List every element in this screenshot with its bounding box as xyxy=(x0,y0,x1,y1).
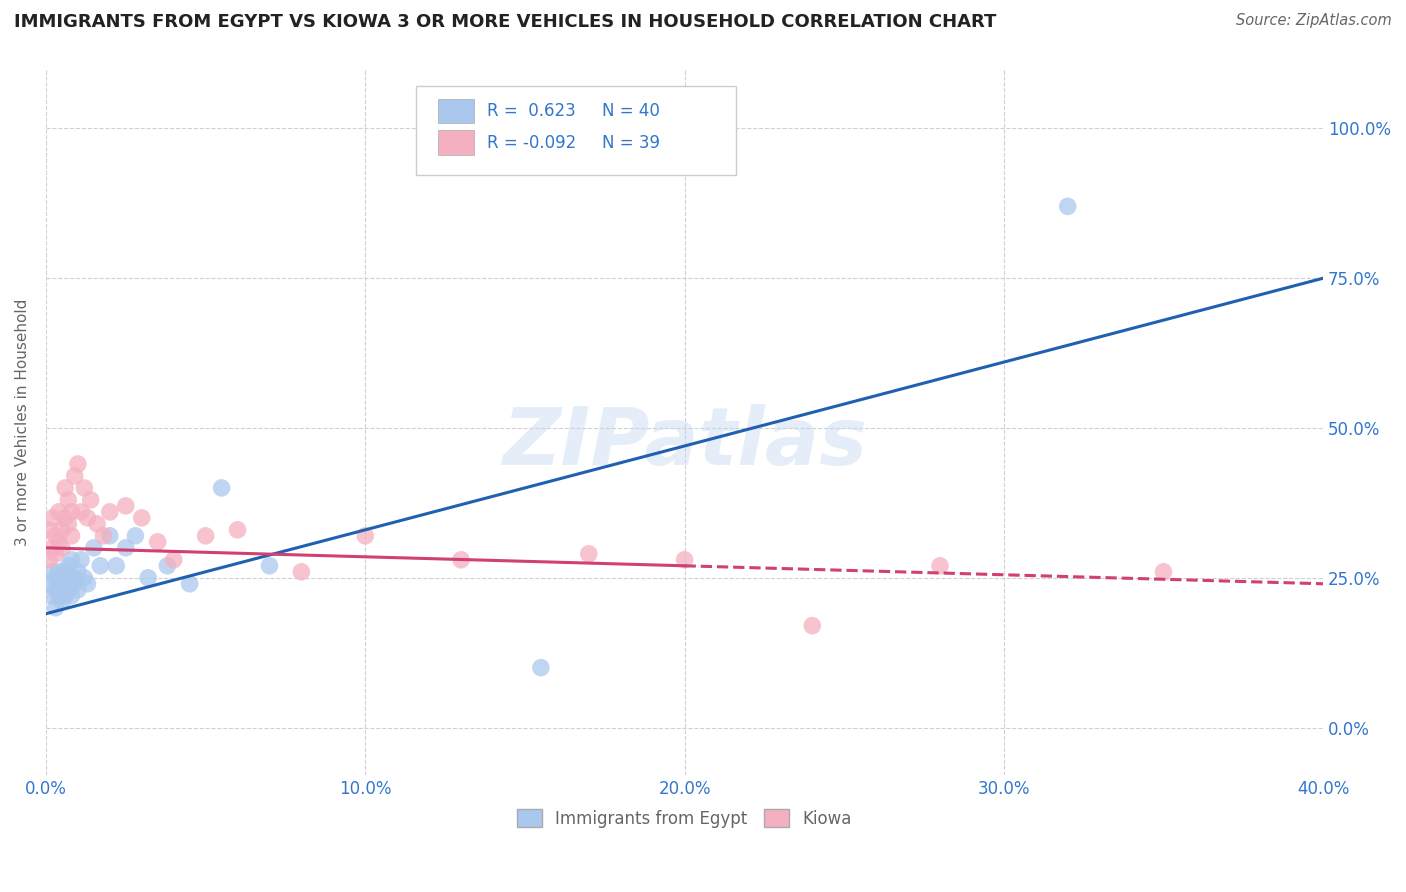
Point xyxy=(45,529,67,543)
Point xyxy=(194,529,217,543)
Point xyxy=(66,582,89,597)
Point xyxy=(53,481,76,495)
Text: R =  0.623: R = 0.623 xyxy=(486,102,575,120)
Point xyxy=(76,576,98,591)
Point xyxy=(45,600,67,615)
Point xyxy=(66,565,89,579)
Point xyxy=(48,565,70,579)
Point xyxy=(146,534,169,549)
Point xyxy=(63,571,86,585)
Point xyxy=(179,576,201,591)
Point xyxy=(929,558,952,573)
Point xyxy=(136,571,159,585)
Point xyxy=(45,547,67,561)
Point xyxy=(38,576,60,591)
Point xyxy=(45,582,67,597)
Point xyxy=(156,558,179,573)
Point xyxy=(73,571,96,585)
Point xyxy=(290,565,312,579)
Point xyxy=(673,553,696,567)
FancyBboxPatch shape xyxy=(416,87,735,175)
Point xyxy=(51,571,73,585)
Point xyxy=(124,529,146,543)
Text: R = -0.092: R = -0.092 xyxy=(486,134,576,152)
Point xyxy=(48,534,70,549)
Point xyxy=(53,576,76,591)
Point xyxy=(60,553,83,567)
Y-axis label: 3 or more Vehicles in Household: 3 or more Vehicles in Household xyxy=(15,298,30,546)
Text: Source: ZipAtlas.com: Source: ZipAtlas.com xyxy=(1236,13,1392,29)
Point xyxy=(89,558,111,573)
Point xyxy=(83,541,105,555)
FancyBboxPatch shape xyxy=(439,130,474,155)
Point xyxy=(114,499,136,513)
Point xyxy=(63,469,86,483)
Point xyxy=(76,511,98,525)
Point xyxy=(60,505,83,519)
Point xyxy=(53,589,76,603)
Point xyxy=(51,595,73,609)
Point xyxy=(259,558,281,573)
Point xyxy=(114,541,136,555)
Point xyxy=(98,529,121,543)
Point xyxy=(86,516,108,531)
Text: N = 39: N = 39 xyxy=(602,134,659,152)
Point xyxy=(48,576,70,591)
Point xyxy=(450,553,472,567)
Point xyxy=(354,529,377,543)
Point xyxy=(60,529,83,543)
Point xyxy=(1153,565,1175,579)
Point xyxy=(58,516,80,531)
Point xyxy=(58,558,80,573)
Point xyxy=(70,505,93,519)
Point xyxy=(105,558,128,573)
FancyBboxPatch shape xyxy=(439,98,474,123)
Legend: Immigrants from Egypt, Kiowa: Immigrants from Egypt, Kiowa xyxy=(510,803,859,834)
Point xyxy=(63,576,86,591)
Text: IMMIGRANTS FROM EGYPT VS KIOWA 3 OR MORE VEHICLES IN HOUSEHOLD CORRELATION CHART: IMMIGRANTS FROM EGYPT VS KIOWA 3 OR MORE… xyxy=(14,13,997,31)
Point xyxy=(41,541,63,555)
Point xyxy=(66,457,89,471)
Point xyxy=(53,511,76,525)
Point xyxy=(79,492,101,507)
Point xyxy=(73,481,96,495)
Point xyxy=(60,589,83,603)
Point xyxy=(211,481,233,495)
Point xyxy=(163,553,186,567)
Point xyxy=(38,523,60,537)
Point xyxy=(41,565,63,579)
Point xyxy=(98,505,121,519)
Point xyxy=(48,589,70,603)
Point xyxy=(530,660,553,674)
Point xyxy=(51,582,73,597)
Point xyxy=(41,589,63,603)
Point xyxy=(45,571,67,585)
Point xyxy=(51,541,73,555)
Point xyxy=(51,523,73,537)
Point xyxy=(801,618,824,632)
Point xyxy=(38,553,60,567)
Point xyxy=(58,571,80,585)
Point xyxy=(48,505,70,519)
Point xyxy=(1056,199,1078,213)
Text: N = 40: N = 40 xyxy=(602,102,659,120)
Point xyxy=(41,511,63,525)
Point xyxy=(226,523,249,537)
Point xyxy=(578,547,600,561)
Point xyxy=(53,565,76,579)
Point xyxy=(58,492,80,507)
Point xyxy=(70,553,93,567)
Point xyxy=(131,511,153,525)
Point xyxy=(93,529,115,543)
Point xyxy=(58,582,80,597)
Text: ZIPatlas: ZIPatlas xyxy=(502,404,868,483)
